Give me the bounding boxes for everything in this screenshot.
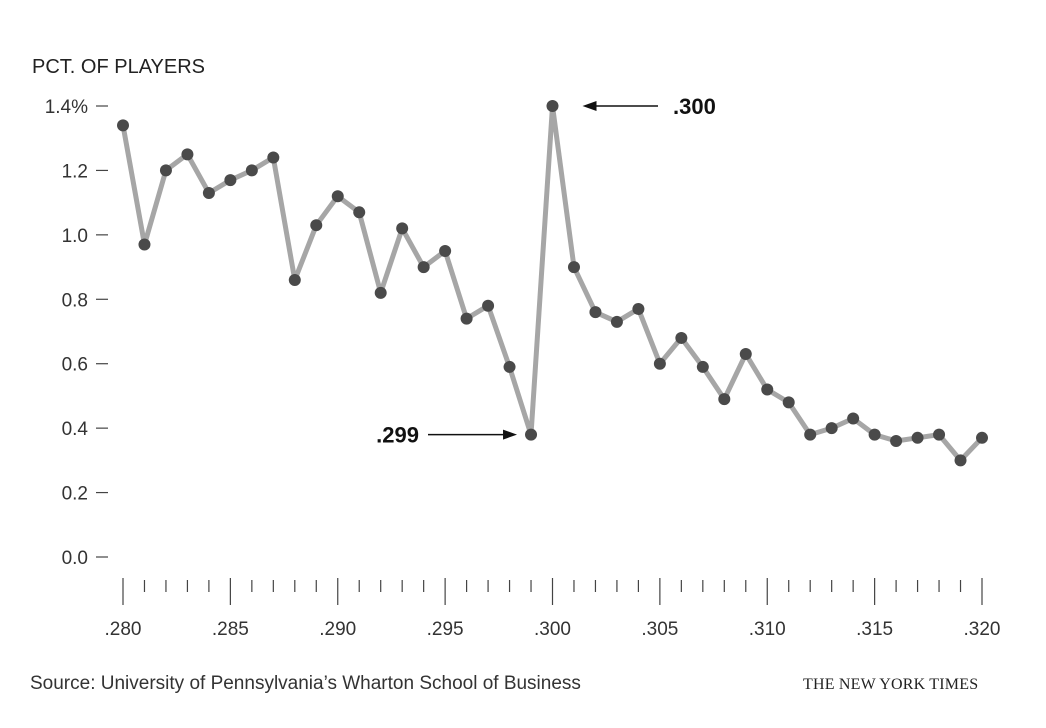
annotation-arrowhead	[503, 429, 518, 440]
y-tick-label: 0.2	[62, 484, 88, 505]
data-point	[460, 312, 473, 325]
y-tick-label: 0.4	[62, 419, 89, 440]
data-point	[331, 190, 344, 203]
x-tick-label: .315	[856, 619, 893, 640]
data-point	[589, 306, 602, 319]
data-point	[954, 454, 967, 467]
data-point	[288, 273, 301, 286]
y-axis: 0.0 0.2 0.4 0.6 0.8 1.0 1.2 1.4%	[45, 97, 108, 569]
data-point	[653, 357, 666, 370]
x-tick-label: .310	[749, 619, 786, 640]
data-point	[245, 164, 258, 177]
series-layer	[117, 100, 988, 467]
annotation-300-label: .300	[673, 94, 716, 119]
annotation-arrowhead	[582, 101, 597, 111]
data-point	[868, 428, 881, 441]
data-point	[610, 315, 623, 328]
x-tick-label: .280	[105, 619, 142, 640]
x-tick-label: .305	[641, 619, 678, 640]
data-point	[267, 151, 280, 164]
data-point	[567, 261, 580, 274]
x-axis: .280 .285 .290 .295 .300 .305 .310 .315 .320	[105, 578, 1001, 640]
publisher-logo: THE NEW YORK TIMES	[803, 676, 979, 693]
y-tick-label: 1.0	[62, 226, 88, 247]
y-axis-title: PCT. OF PLAYERS	[32, 56, 205, 78]
source-note: Source: University of Pennsylvania’s Wha…	[30, 673, 581, 694]
x-tick-label: .290	[319, 619, 356, 640]
y-tick-label: 0.6	[62, 355, 88, 376]
data-point	[718, 393, 731, 406]
data-point	[847, 412, 860, 425]
data-point	[503, 360, 516, 373]
data-point	[696, 360, 709, 373]
data-point	[675, 331, 688, 344]
data-point	[482, 299, 495, 312]
data-point	[976, 431, 988, 444]
y-tick-label: 0.0	[62, 548, 88, 569]
data-point	[374, 286, 387, 299]
data-point	[890, 435, 903, 448]
data-point	[761, 383, 774, 396]
data-point	[911, 431, 924, 444]
x-tick-label: .300	[534, 619, 571, 640]
data-point	[525, 428, 538, 441]
data-point	[804, 428, 817, 441]
data-point	[181, 148, 194, 161]
data-point	[439, 244, 452, 257]
y-tick-label: 1.4%	[45, 97, 88, 118]
data-point	[632, 302, 645, 315]
x-tick-label: .295	[427, 619, 464, 640]
x-tick-label: .320	[964, 619, 1001, 640]
data-point	[782, 396, 795, 409]
data-point	[224, 174, 237, 187]
y-tick-label: 0.8	[62, 290, 88, 311]
data-point	[117, 119, 129, 132]
data-point	[138, 238, 151, 251]
data-point	[396, 222, 409, 235]
data-point	[159, 164, 172, 177]
data-point	[310, 219, 323, 232]
data-point	[417, 261, 430, 274]
series-line	[120, 103, 984, 463]
y-tick-label: 1.2	[62, 161, 88, 182]
x-tick-label: .285	[212, 619, 249, 640]
data-point	[825, 422, 838, 435]
data-point	[546, 100, 559, 112]
line-chart: PCT. OF PLAYERS 0.0 0.2 0.4 0.6 0.8 1.0 1.2 1.4…	[32, 56, 1001, 640]
data-point	[933, 428, 946, 441]
annotation-layer: .300 .299	[376, 94, 716, 448]
annotation-299-label: .299	[376, 423, 419, 448]
data-point	[739, 348, 752, 361]
data-point	[353, 206, 366, 219]
data-point	[202, 186, 215, 199]
